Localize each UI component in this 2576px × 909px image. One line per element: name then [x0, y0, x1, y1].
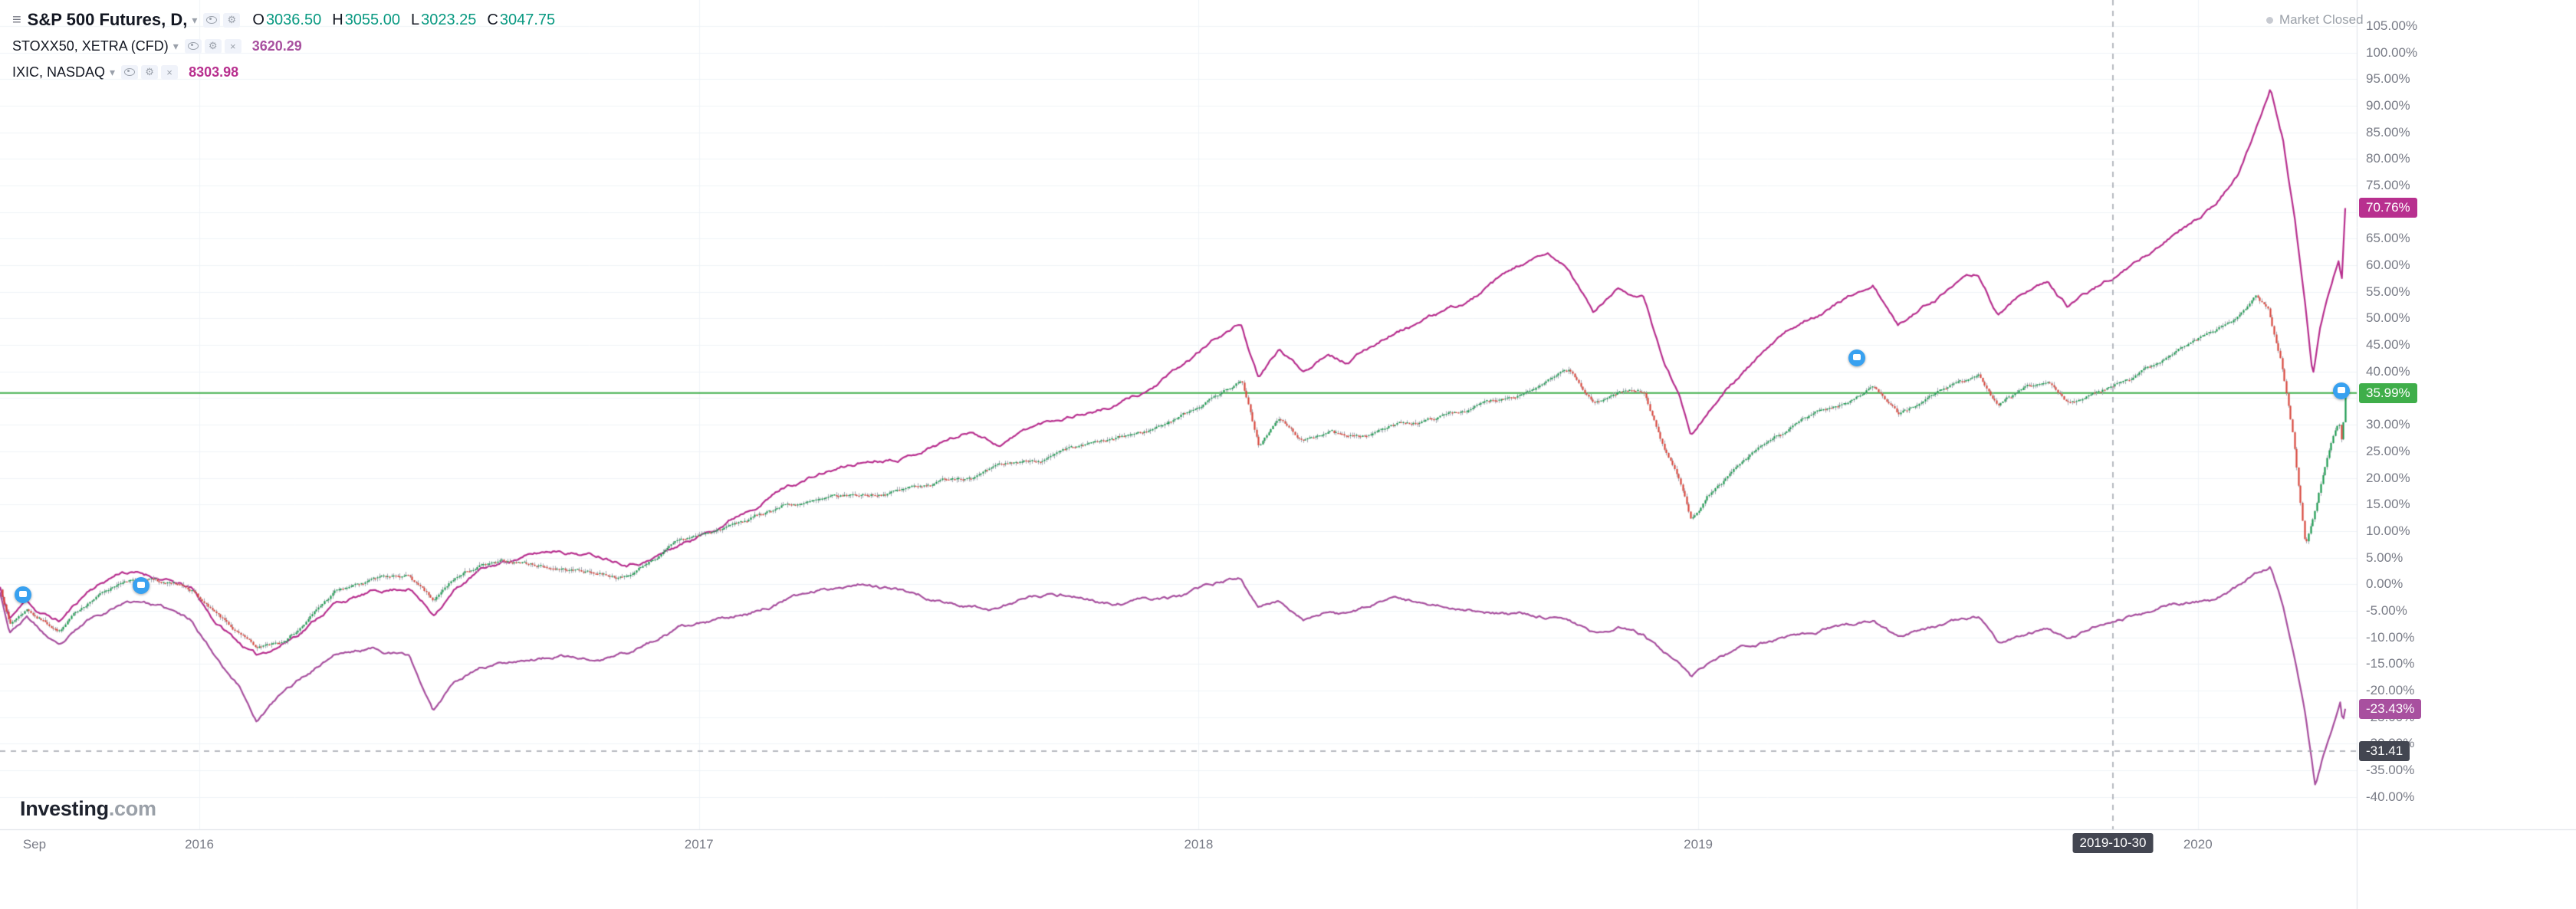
compare-value-ixic: 8303.98	[189, 64, 239, 80]
y-axis-tick-label: 5.00%	[2366, 550, 2404, 565]
y-axis-tick-label: 85.00%	[2366, 124, 2410, 139]
price-axis-badge: 35.99%	[2359, 382, 2417, 403]
compare-value-stoxx50: 3620.29	[251, 38, 302, 54]
y-axis-tick-label: -15.00%	[2366, 656, 2415, 671]
y-axis-tick-label: 90.00%	[2366, 98, 2410, 113]
idea-marker[interactable]	[2333, 382, 2351, 400]
y-axis-tick-label: 100.00%	[2366, 44, 2418, 60]
y-axis-tick-label: 105.00%	[2366, 18, 2418, 33]
idea-marker[interactable]	[132, 576, 150, 594]
compare-title-stoxx50[interactable]: STOXX50, XETRA (CFD)	[12, 38, 169, 54]
eye-icon[interactable]	[203, 12, 221, 28]
settings-icon[interactable]: ⚙	[204, 38, 222, 54]
y-axis-tick-label: 60.00%	[2366, 258, 2410, 273]
y-axis-tick-label: -20.00%	[2366, 682, 2415, 697]
y-axis-tick-label: -10.00%	[2366, 629, 2415, 645]
price-axis[interactable]: 105.00% 100.00% 95.00% 90.00% 85.00% 80.00% 75…	[2357, 0, 2576, 829]
y-axis-tick-label: 25.00%	[2366, 443, 2410, 458]
y-axis-tick-label: 15.00%	[2366, 497, 2410, 512]
market-status-dot-icon	[2266, 16, 2273, 24]
y-axis-tick-label: 0.00%	[2366, 576, 2404, 592]
settings-icon[interactable]: ⚙	[141, 64, 159, 80]
chevron-down-icon[interactable]: ▾	[172, 39, 179, 52]
y-axis-tick-label: 75.00%	[2366, 178, 2410, 193]
logo-suffix: .com	[108, 797, 156, 820]
market-status-label: Market Closed	[2279, 12, 2364, 27]
eye-glyph	[206, 16, 218, 24]
y-axis-tick-label: -5.00%	[2366, 602, 2407, 618]
compare-row-stoxx50[interactable]: STOXX50, XETRA (CFD) ▾ ⚙ × 3620.29	[12, 35, 555, 57]
chevron-down-icon[interactable]: ▾	[192, 13, 198, 26]
time-axis[interactable]: Sep 2016 2017 2018 2019 2020 2019-10-30	[0, 829, 2576, 866]
y-axis-tick-label: -35.00%	[2366, 763, 2415, 777]
eye-glyph	[187, 42, 199, 50]
open-value: O 3036.50	[252, 11, 322, 28]
high-value: H 3055.00	[332, 11, 400, 28]
price-axis-badge: -23.43%	[2359, 698, 2422, 719]
y-axis-tick-label: 40.00%	[2366, 363, 2410, 379]
ohlc-values: O 3036.50 H 3055.00 L 3023.25 C 3047.75	[252, 11, 555, 29]
x-axis-tick-label: 2017	[684, 837, 714, 852]
logo-text: Investing	[20, 797, 109, 820]
y-axis-tick-label: 50.00%	[2366, 310, 2410, 326]
y-axis-tick-label: 20.00%	[2366, 470, 2410, 485]
idea-marker[interactable]	[1848, 349, 1866, 367]
y-axis-tick-label: -40.00%	[2366, 789, 2415, 804]
close-icon[interactable]: ×	[224, 38, 242, 54]
x-axis-tick-label: 2020	[2183, 837, 2213, 852]
symbol-row-main[interactable]: ≡ S&P 500 Futures, D, ▾ ⚙ O 3036.50 H 3055…	[12, 9, 555, 31]
y-axis-tick-label: 55.00%	[2366, 284, 2410, 299]
symbol-title[interactable]: S&P 500 Futures, D,	[27, 10, 188, 29]
settings-icon[interactable]: ⚙	[223, 12, 241, 28]
crosshair-date-badge: 2019-10-30	[2072, 833, 2154, 853]
y-axis-tick-label: 65.00%	[2366, 231, 2410, 246]
legend: ≡ S&P 500 Futures, D, ▾ ⚙ O 3036.50 H 3055…	[12, 9, 555, 87]
x-axis-tick-label: 2019	[1684, 837, 1713, 852]
x-axis-tick-label: 2018	[1184, 837, 1214, 852]
menu-icon[interactable]: ≡	[12, 11, 21, 28]
chevron-down-icon[interactable]: ▾	[110, 65, 116, 78]
close-value: C 3047.75	[487, 11, 556, 28]
idea-marker[interactable]	[14, 586, 31, 604]
eye-glyph	[124, 68, 136, 76]
y-axis-tick-label: 30.00%	[2366, 417, 2410, 432]
market-status: Market Closed	[2266, 12, 2364, 28]
compare-title-ixic[interactable]: IXIC, NASDAQ	[12, 64, 106, 80]
compare-row-ixic[interactable]: IXIC, NASDAQ ▾ ⚙ × 8303.98	[12, 61, 555, 83]
close-icon[interactable]: ×	[161, 64, 179, 80]
y-axis-tick-label: 10.00%	[2366, 523, 2410, 538]
low-value: L 3023.25	[410, 11, 477, 28]
y-axis-tick-label: 80.00%	[2366, 151, 2410, 166]
y-axis-tick-label: 95.00%	[2366, 71, 2410, 87]
price-axis-badge: 70.76%	[2359, 198, 2417, 218]
y-axis-tick-label: 45.00%	[2366, 337, 2410, 353]
eye-icon[interactable]	[184, 38, 202, 54]
investing-logo: Investing.com	[20, 797, 156, 821]
price-axis-badge: -31.41	[2359, 741, 2410, 762]
x-axis-tick-label: Sep	[22, 837, 47, 852]
eye-icon[interactable]	[121, 64, 139, 80]
x-axis-tick-label: 2016	[185, 837, 214, 852]
